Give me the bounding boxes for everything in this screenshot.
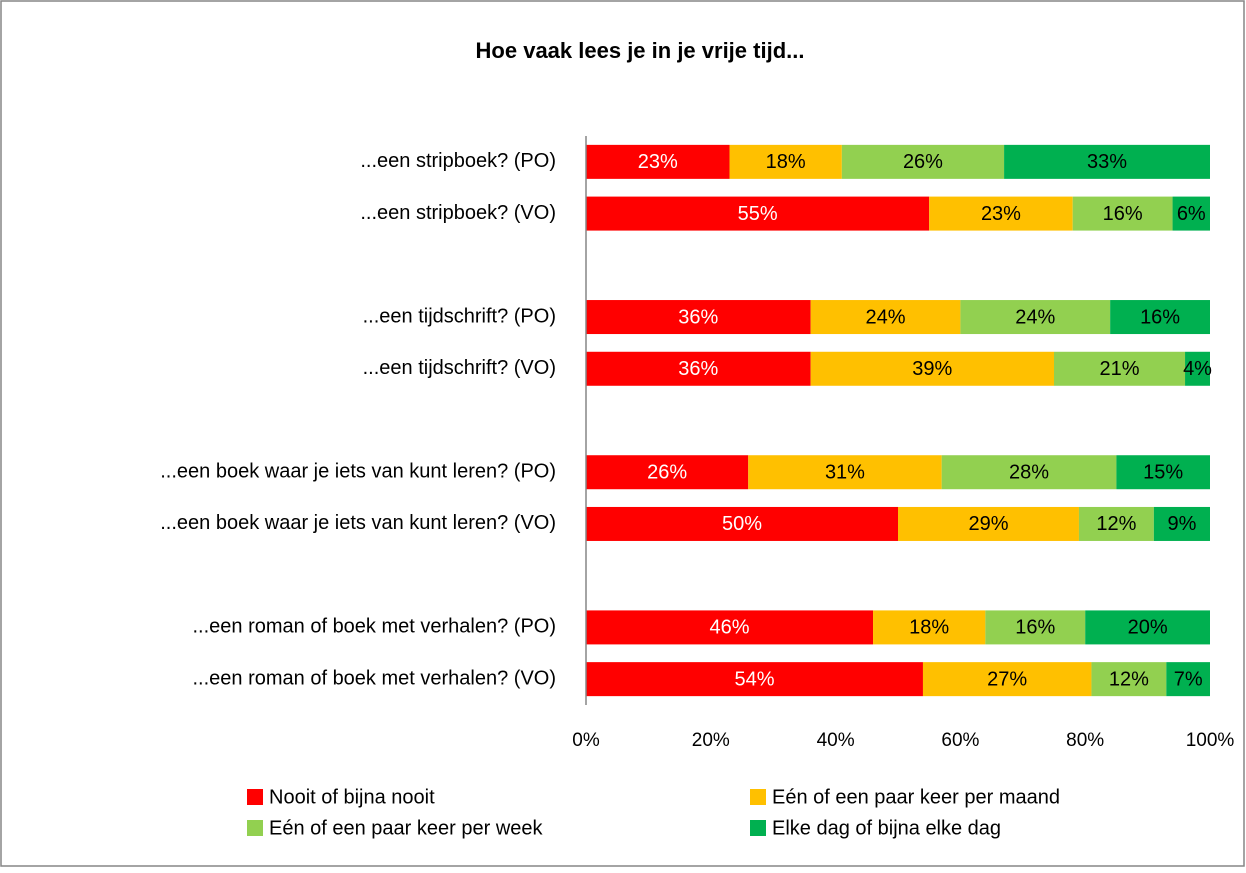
data-label: 20% <box>1128 617 1168 639</box>
bar-segment <box>729 144 842 179</box>
bar-segment <box>1185 351 1210 386</box>
y-tick-label: ...een stripboek? (PO) <box>360 150 556 172</box>
data-label: 39% <box>912 358 952 380</box>
data-label: 24% <box>866 306 906 328</box>
bar-segment <box>941 455 1117 490</box>
data-label: 27% <box>987 668 1027 690</box>
y-tick-label: ...een boek waar je iets van kunt leren?… <box>160 512 556 534</box>
data-label: 16% <box>1140 306 1180 328</box>
bar-segment <box>586 351 811 386</box>
y-tick-label: ...een stripboek? (VO) <box>360 202 556 224</box>
y-tick-label: ...een roman of boek met verhalen? (VO) <box>192 667 556 689</box>
y-tick-label: ...een boek waar je iets van kunt leren?… <box>160 461 556 483</box>
bar-segment <box>929 196 1073 231</box>
bar-segment <box>748 455 942 490</box>
data-label: 12% <box>1109 668 1149 690</box>
bar-segment <box>1085 610 1210 645</box>
y-tick-label: ...een roman of boek met verhalen? (PO) <box>192 616 556 638</box>
data-label: 28% <box>1009 462 1049 484</box>
data-label: 29% <box>968 513 1008 535</box>
data-label: 6% <box>1177 203 1206 225</box>
bar-segment <box>810 300 961 335</box>
bar-segment <box>1172 196 1210 231</box>
data-label: 7% <box>1174 668 1203 690</box>
y-tick-label: ...een tijdschrift? (VO) <box>363 357 556 379</box>
bar-segment <box>985 610 1086 645</box>
bar-segment <box>586 506 898 541</box>
bar-segment <box>960 300 1111 335</box>
data-label: 15% <box>1143 462 1183 484</box>
bar-segment <box>810 351 1054 386</box>
data-label: 23% <box>981 203 1021 225</box>
data-label: 18% <box>766 151 806 173</box>
bar-segment <box>1166 662 1210 697</box>
legend-swatch <box>750 820 766 836</box>
data-label: 16% <box>1015 617 1055 639</box>
data-label: 26% <box>647 462 687 484</box>
data-label: 23% <box>638 151 678 173</box>
data-label: 55% <box>738 203 778 225</box>
x-tick-label: 60% <box>941 730 979 751</box>
data-label: 9% <box>1167 513 1196 535</box>
data-label: 4% <box>1183 358 1212 380</box>
data-label: 31% <box>825 462 865 484</box>
bar-segment <box>1054 351 1186 386</box>
bar-segment <box>586 144 730 179</box>
bar-segment <box>1116 455 1210 490</box>
bar-segment <box>1072 196 1173 231</box>
bar-segment <box>1091 662 1167 697</box>
data-label: 50% <box>722 513 762 535</box>
x-tick-label: 40% <box>817 730 855 751</box>
legend-swatch <box>750 789 766 805</box>
bar-segment <box>922 662 1092 697</box>
data-label: 46% <box>710 617 750 639</box>
data-label: 16% <box>1103 203 1143 225</box>
bar-segment <box>1153 506 1210 541</box>
x-tick-label: 20% <box>692 730 730 751</box>
bar-segment <box>1110 300 1210 335</box>
data-label: 36% <box>678 358 718 380</box>
bar-segment <box>586 610 874 645</box>
bar-segment <box>586 196 930 231</box>
bar-segment <box>898 506 1079 541</box>
bar-segment <box>586 455 749 490</box>
x-tick-label: 100% <box>1186 730 1235 751</box>
legend-label: Eén of een paar keer per maand <box>772 786 1060 808</box>
bar-segment <box>1004 144 1210 179</box>
bar-segment <box>873 610 986 645</box>
data-label: 36% <box>678 306 718 328</box>
chart-title: Hoe vaak lees je in je vrije tijd... <box>476 38 805 63</box>
bar-segment <box>841 144 1005 179</box>
y-tick-label: ...een tijdschrift? (PO) <box>363 305 556 327</box>
legend-label: Elke dag of bijna elke dag <box>772 817 1001 839</box>
legend-label: Eén of een paar keer per week <box>269 817 544 839</box>
data-label: 21% <box>1100 358 1140 380</box>
legend-swatch <box>247 820 263 836</box>
data-label: 54% <box>734 668 774 690</box>
bar-segment <box>1078 506 1154 541</box>
data-label: 33% <box>1087 151 1127 173</box>
data-label: 24% <box>1015 306 1055 328</box>
legend-swatch <box>247 789 263 805</box>
bar-segment <box>586 662 923 697</box>
bar-segment <box>586 300 811 335</box>
data-label: 26% <box>903 151 943 173</box>
x-tick-label: 0% <box>572 730 600 751</box>
legend-label: Nooit of bijna nooit <box>269 786 435 808</box>
data-label: 18% <box>909 617 949 639</box>
x-tick-label: 80% <box>1066 730 1104 751</box>
data-label: 12% <box>1096 513 1136 535</box>
